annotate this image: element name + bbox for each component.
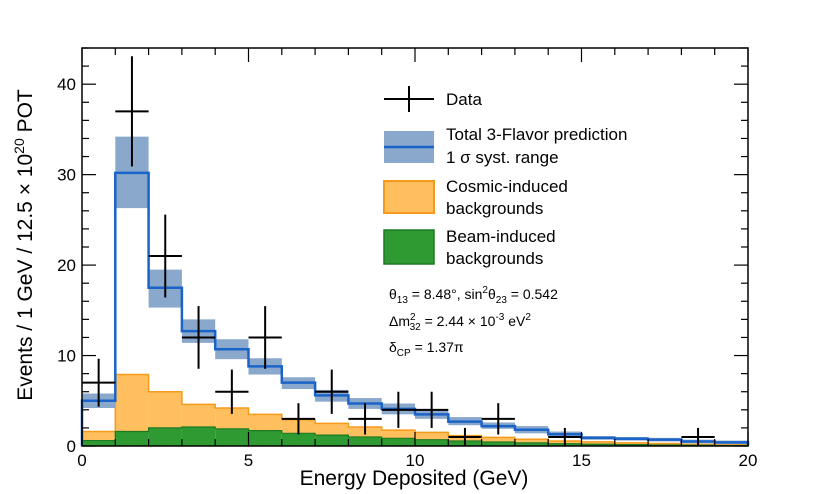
data-point — [415, 391, 449, 428]
plot-area — [80, 56, 750, 447]
legend-entry-beam: Beam-induced backgrounds — [383, 227, 556, 268]
data-point — [248, 306, 282, 369]
beam-bar — [481, 441, 515, 446]
cosmic-bar — [181, 404, 216, 428]
data-point — [281, 403, 316, 435]
beam-bar — [82, 440, 116, 446]
y-tick-label: 20 — [57, 256, 76, 275]
cosmic-bar — [115, 374, 149, 432]
y-axis-title: Events / 1 GeV / 12.5 × 1020 POT — [11, 89, 37, 401]
data-point — [215, 369, 249, 414]
legend-beam-swatch — [383, 229, 435, 265]
data-point — [315, 369, 349, 414]
x-tick-label: 15 — [572, 451, 591, 470]
beam-bar — [581, 444, 615, 446]
data-point — [548, 427, 582, 446]
beam-bar — [181, 427, 216, 446]
x-tick-label: 10 — [406, 451, 425, 470]
beam-bar — [248, 430, 282, 446]
cosmic-bar — [148, 391, 182, 428]
y-tick-label: 10 — [57, 347, 76, 366]
legend-label-cosmic-2: backgrounds — [446, 199, 543, 218]
x-axis-title: Energy Deposited (GeV) — [300, 467, 529, 490]
legend-entry-cosmic: Cosmic-induced backgrounds — [383, 177, 568, 218]
data-point — [148, 214, 182, 298]
param-delta-line: δCP = 1.37π — [389, 339, 464, 359]
cosmic-bar — [381, 430, 415, 439]
y-tick-label: 0 — [67, 437, 76, 456]
cosmic-bar — [614, 442, 649, 445]
x-tick-label: 5 — [244, 451, 253, 470]
legend-label-data: Data — [446, 90, 482, 109]
cosmic-bar — [481, 437, 515, 442]
legend-label-prediction: Total 3-Flavor prediction — [446, 125, 627, 144]
data-point — [448, 427, 482, 446]
legend-label-syst: 1 σ syst. range — [446, 148, 559, 167]
cosmic-bar — [315, 423, 349, 436]
param-mass-line: Δm2 32 = 2.44 × 10-3 eV2 — [389, 312, 531, 333]
legend-label-cosmic-1: Cosmic-induced — [446, 177, 568, 196]
legend-label-beam-2: backgrounds — [446, 249, 543, 268]
legend-cosmic-swatch — [383, 180, 435, 214]
y-tick-label: 30 — [57, 166, 76, 185]
beam-bar — [514, 442, 549, 446]
data-point — [381, 391, 415, 428]
data-point — [481, 403, 515, 435]
data-point — [348, 403, 382, 435]
beam-bar — [281, 433, 316, 446]
cosmic-bar — [82, 431, 116, 441]
cosmic-bar — [581, 441, 615, 445]
y-tick-label: 40 — [57, 75, 76, 94]
param-theta-line: θ13 = 8.48°, sin2θ23 = 0.542 — [389, 285, 558, 306]
x-tick-label: 0 — [77, 451, 86, 470]
beam-bar — [315, 435, 349, 446]
beam-bar — [415, 439, 449, 446]
data-point — [115, 56, 149, 167]
beam-bar — [148, 427, 182, 446]
prediction-line — [80, 171, 750, 446]
oscillation-parameters: θ13 = 8.48°, sin2θ23 = 0.542 Δm2 32 = 2.4… — [389, 285, 558, 359]
data-point — [82, 358, 116, 407]
cosmic-bar — [415, 432, 449, 440]
data-point — [181, 306, 216, 369]
beam-bar — [215, 428, 249, 446]
x-tick-label: 20 — [739, 451, 758, 470]
legend-entry-data: Data — [384, 86, 482, 112]
cosmic-bar — [248, 414, 282, 431]
cosmic-bar — [514, 439, 549, 443]
data-point — [681, 427, 715, 446]
cosmic-bar — [215, 408, 249, 429]
legend: Data Total 3-Flavor prediction 1 σ syst.… — [383, 86, 627, 268]
beam-bar — [115, 431, 149, 446]
axes: 0 10 20 30 40 0 5 10 15 20 — [57, 47, 758, 470]
legend-entry-prediction: Total 3-Flavor prediction 1 σ syst. rang… — [384, 125, 627, 167]
beam-bar — [348, 436, 382, 446]
legend-label-beam-1: Beam-induced — [446, 227, 556, 246]
beam-bar — [381, 438, 415, 446]
